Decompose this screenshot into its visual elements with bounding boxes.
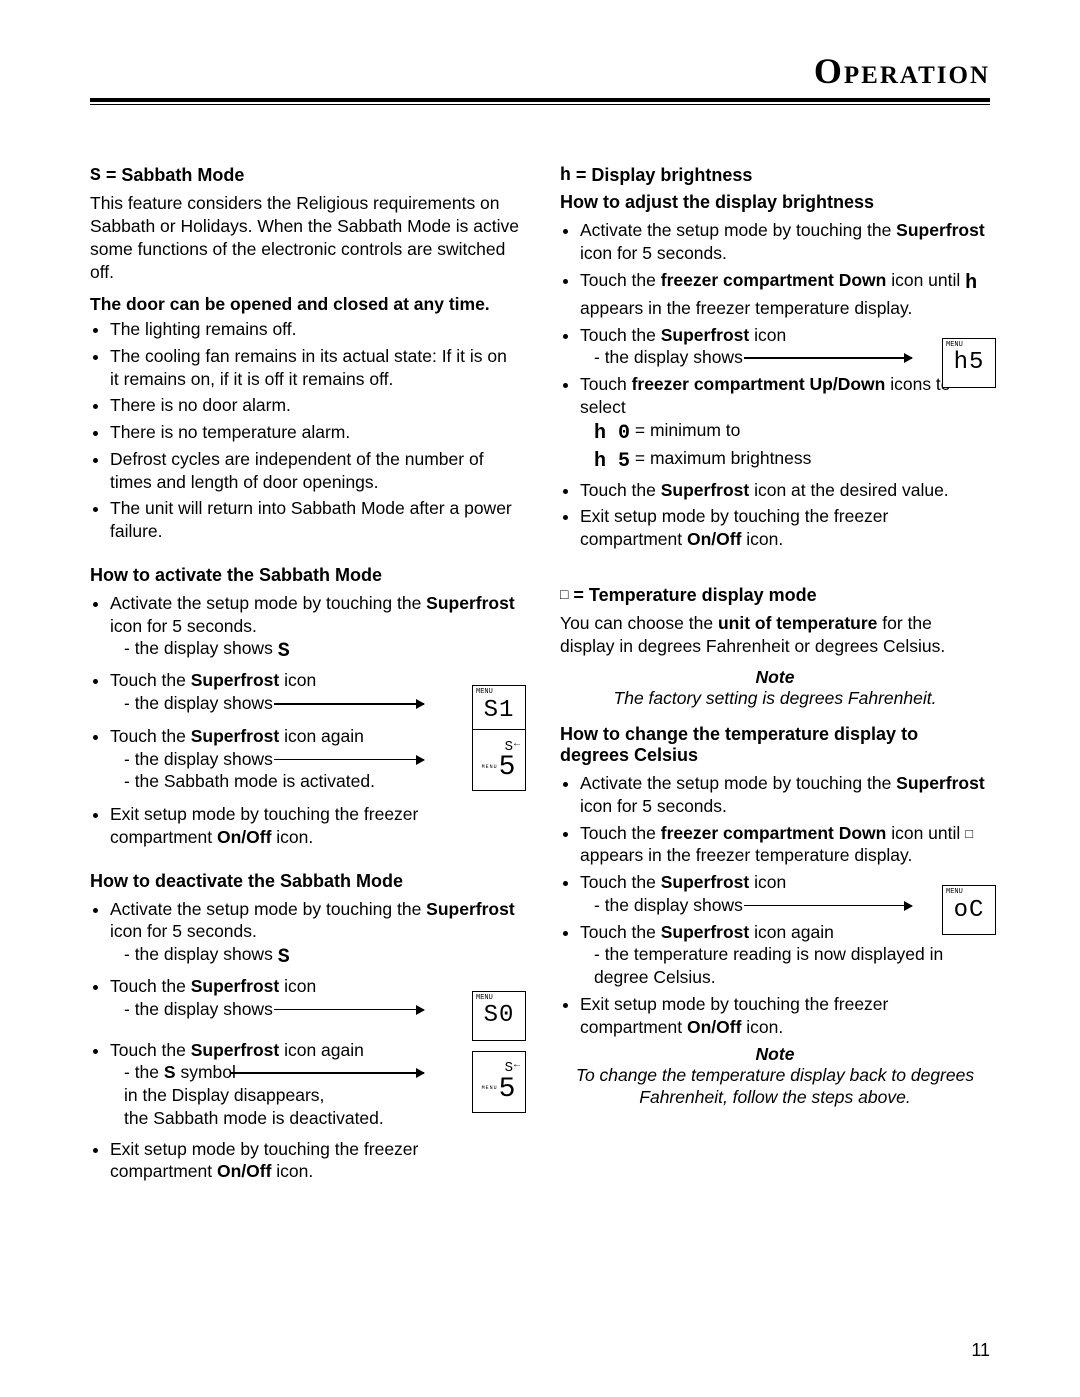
header-rule-thick [90, 98, 990, 102]
sabbath-intro: This feature considers the Religious req… [90, 192, 520, 283]
display-box: S← MENU5 [472, 729, 526, 791]
list-item: Exit setup mode by touching the freezer … [110, 803, 520, 849]
sub-line: - the display shows [124, 692, 520, 715]
list-item: Touch the Superfrost icon again - the di… [110, 725, 520, 793]
list-item: Touch the Superfrost icon - the display … [110, 975, 520, 1021]
list-item: There is no door alarm. [110, 394, 520, 417]
menu-label: MENU [476, 994, 493, 1003]
header-rule-thin [90, 104, 990, 105]
brightness-bullets: Activate the setup mode by touching the … [560, 219, 990, 551]
display-box: MENU oC [942, 885, 996, 935]
sub-line: - the display shows [124, 748, 520, 771]
note-body: To change the temperature display back t… [560, 1065, 990, 1109]
sub-line: - the Sabbath mode is activated. [124, 770, 520, 793]
sub-line: - the S symbol [124, 1061, 520, 1084]
content-columns: S = Sabbath Mode This feature considers … [90, 165, 990, 1187]
list-item: Touch the Superfrost icon again - the S … [110, 1039, 520, 1130]
list-item: Activate the setup mode by touching the … [580, 219, 990, 265]
list-item: Touch the freezer compartment Down icon … [580, 269, 990, 320]
list-item: Activate the setup mode by touching the … [110, 898, 520, 972]
sub-line: - the display shows S [124, 943, 520, 971]
list-item: Exit setup mode by touching the freezer … [580, 505, 990, 551]
menu-label: MENU [476, 688, 493, 697]
sub-line: the Sabbath mode is deactivated. [124, 1107, 520, 1130]
temp-intro: You can choose the unit of temperature f… [560, 612, 990, 658]
sabbath-heading: S = Sabbath Mode [90, 165, 520, 186]
temp-howto: How to change the temperature display to… [560, 724, 990, 766]
sabbath-symbol-icon: S [90, 166, 101, 186]
sub-line: h 0 = minimum to [594, 419, 990, 447]
page-title: Operation [90, 50, 990, 98]
arrow-icon [274, 703, 424, 705]
sub-line: - the temperature reading is now display… [594, 943, 990, 989]
menu-label: MENU [946, 341, 963, 350]
page-number: 11 [971, 1340, 990, 1361]
list-item: Touch the Superfrost icon again - the te… [580, 921, 990, 989]
display-box: S← MENU5 [472, 1051, 526, 1113]
list-item: The cooling fan remains in its actual st… [110, 345, 520, 391]
sabbath-bullets: The lighting remains off. The cooling fa… [90, 318, 520, 543]
arrow-icon [744, 357, 912, 359]
square-symbol-icon: □ [965, 826, 973, 841]
list-item: Exit setup mode by touching the freezer … [110, 1138, 520, 1184]
sub-line: - the display shows S [124, 637, 520, 665]
list-item: Touch the Superfrost icon - the display … [580, 871, 990, 917]
sub-line: - the display shows [594, 346, 990, 369]
display-box: MENU h5 [942, 338, 996, 388]
list-item: The lighting remains off. [110, 318, 520, 341]
s-symbol-icon: S [278, 640, 290, 663]
brightness-howto: How to adjust the display brightness [560, 192, 990, 213]
h-symbol-icon: h [965, 272, 977, 295]
list-item: There is no temperature alarm. [110, 421, 520, 444]
brightness-heading: h = Display brightness [560, 165, 990, 186]
list-item: Touch the Superfrost icon - the display … [580, 324, 990, 370]
note-title: Note [560, 1044, 990, 1065]
list-item: Touch the Superfrost icon at the desired… [580, 479, 990, 502]
note-title: Note [560, 667, 990, 688]
arrow-icon [230, 1072, 424, 1074]
list-item: Touch the Superfrost icon - the display … [110, 669, 520, 715]
activate-heading: How to activate the Sabbath Mode [90, 565, 520, 586]
activate-bullets: Activate the setup mode by touching the … [90, 592, 520, 849]
temp-bullets: Activate the setup mode by touching the … [560, 772, 990, 1038]
list-item: Exit setup mode by touching the freezer … [580, 993, 990, 1039]
h-symbol-icon: h [560, 166, 571, 186]
display-box: MENU S0 [472, 991, 526, 1041]
deactivate-heading: How to deactivate the Sabbath Mode [90, 871, 520, 892]
sabbath-title: Sabbath Mode [121, 165, 244, 185]
deactivate-bullets: Activate the setup mode by touching the … [90, 898, 520, 1184]
door-line: The door can be opened and closed at any… [90, 293, 520, 316]
note-body: The factory setting is degrees Fahrenhei… [560, 688, 990, 710]
list-item: The unit will return into Sabbath Mode a… [110, 497, 520, 543]
list-item: Activate the setup mode by touching the … [580, 772, 990, 818]
left-column: S = Sabbath Mode This feature considers … [90, 165, 520, 1187]
arrow-icon [744, 905, 912, 907]
arrow-icon [274, 1009, 424, 1011]
list-item: Touch the freezer compartment Down icon … [580, 822, 990, 868]
temp-heading: □ = Temperature display mode [560, 585, 990, 606]
sub-line: in the Display disappears, [124, 1084, 520, 1107]
list-item: Activate the setup mode by touching the … [110, 592, 520, 666]
list-item: Defrost cycles are independent of the nu… [110, 448, 520, 494]
arrow-icon [274, 759, 424, 761]
menu-label: MENU [946, 888, 963, 897]
list-item: Touch freezer compartment Up/Down icons … [580, 373, 990, 475]
square-symbol-icon: □ [560, 588, 568, 604]
sub-line: h 5 = maximum brightness [594, 447, 990, 475]
sub-line: - the display shows [124, 998, 520, 1021]
s-symbol-icon: S [278, 946, 290, 969]
right-column: h = Display brightness How to adjust the… [560, 165, 990, 1187]
temp-title: Temperature display mode [589, 585, 817, 605]
brightness-title: Display brightness [591, 165, 752, 185]
sub-line: - the display shows [594, 894, 990, 917]
